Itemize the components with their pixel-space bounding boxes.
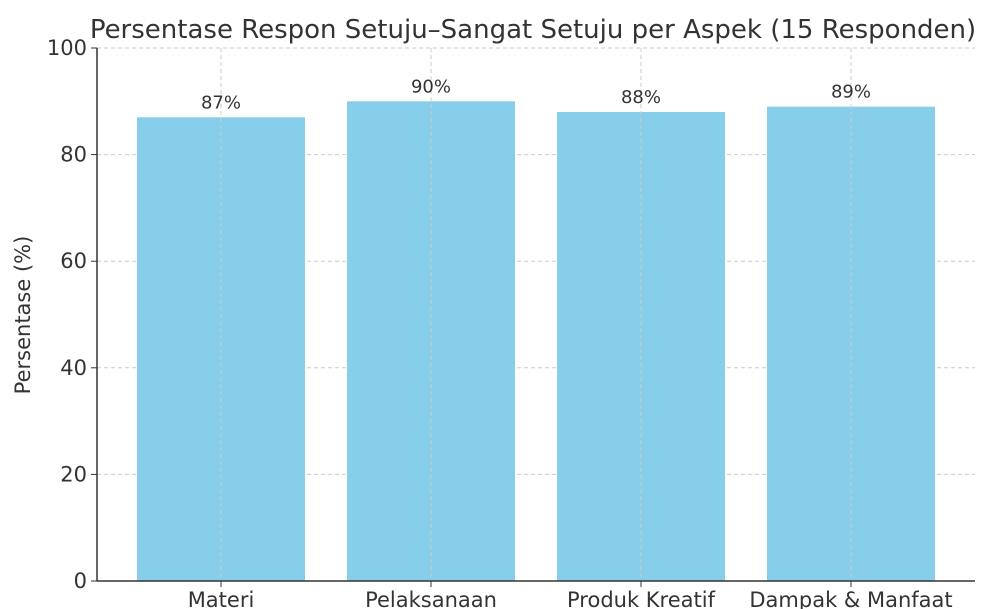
- value-label: 87%: [201, 92, 241, 113]
- chart-title: Persentase Respon Setuju–Sangat Setuju p…: [90, 15, 976, 45]
- value-label: 89%: [831, 82, 871, 103]
- x-tick-label: Pelaksanaan: [365, 588, 497, 609]
- value-label: 88%: [621, 87, 661, 108]
- x-tick-label: Produk Kreatif: [567, 588, 716, 609]
- x-tick-label: Materi: [188, 588, 255, 609]
- y-axis-label: Persentase (%): [11, 236, 35, 395]
- y-tick-label: 20: [60, 462, 87, 486]
- y-tick-label: 40: [60, 356, 87, 380]
- y-tick-label: 100: [47, 36, 87, 60]
- x-tick-label: Dampak & Manfaat: [749, 588, 952, 609]
- bar: [347, 101, 515, 582]
- y-tick-label: 60: [60, 249, 87, 273]
- y-tick-label: 80: [60, 143, 87, 167]
- y-tick-label: 0: [74, 569, 87, 593]
- value-label: 90%: [411, 76, 451, 97]
